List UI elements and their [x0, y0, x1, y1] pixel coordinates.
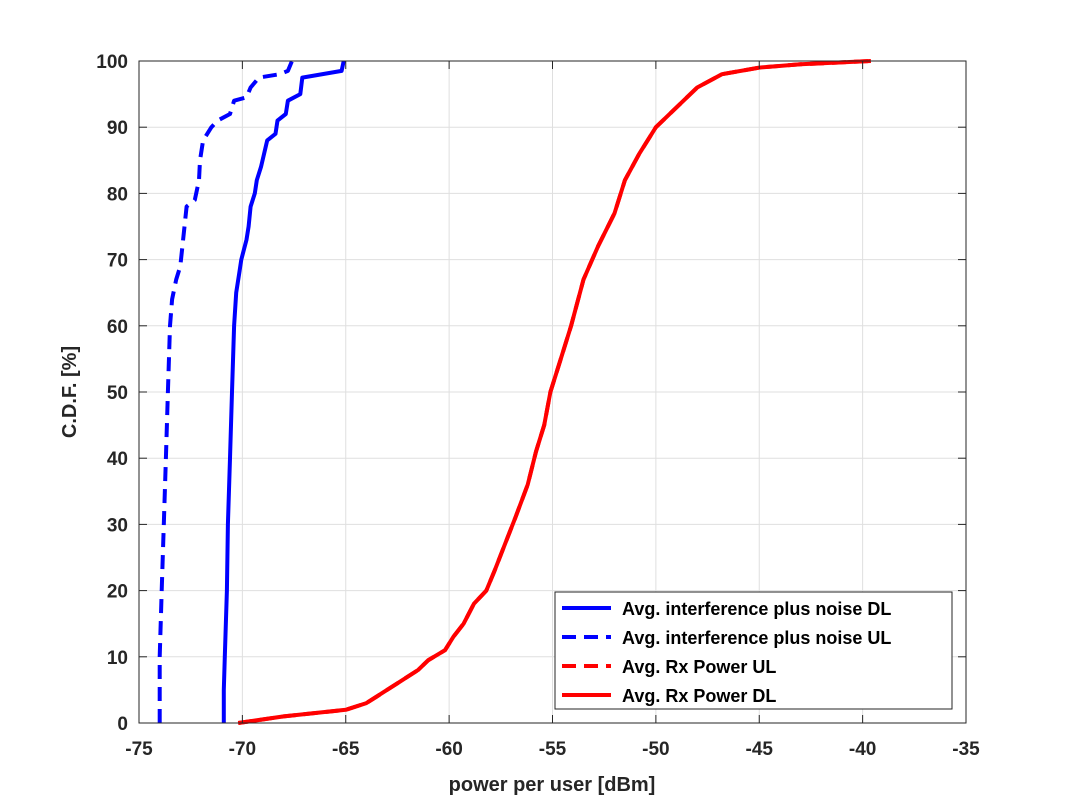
y-tick-label: 90 [107, 118, 128, 139]
legend-label-1: Avg. interference plus noise UL [622, 628, 891, 648]
x-tick-label: -35 [952, 739, 980, 760]
tick-labels: -75 -70 -65 -60 -55 -50 -45 -40 -35 0 10 20 30 40 50 60… [96, 52, 980, 760]
y-tick-label: 60 [107, 317, 128, 338]
x-tick-label: -50 [642, 739, 669, 760]
legend-box [554, 591, 953, 710]
y-tick-label: 80 [107, 184, 128, 205]
y-tick-label: 100 [96, 52, 128, 73]
x-tick-label: -45 [746, 739, 774, 760]
x-axis-title: power per user [dBm] [449, 774, 656, 796]
x-tick-label: -75 [125, 739, 153, 760]
x-tick-label: -65 [332, 739, 360, 760]
y-tick-label: 20 [107, 582, 128, 603]
y-tick-label: 50 [107, 383, 128, 404]
legend-label-0: Avg. interference plus noise DL [622, 599, 891, 619]
y-tick-label: 0 [117, 714, 128, 735]
series-lines [157, 59, 871, 725]
legend-label-2: Avg. Rx Power UL [622, 657, 776, 677]
legend-label-3: Avg. Rx Power DL [622, 686, 776, 706]
series-line-0 [221, 60, 346, 723]
y-axis-title: C.D.F. [%] [59, 346, 81, 438]
y-tick-label: 10 [107, 648, 128, 669]
y-tick-label: 30 [107, 515, 128, 536]
series-line-3 [237, 59, 871, 725]
x-tick-label: -55 [539, 739, 567, 760]
y-tick-label: 40 [107, 449, 128, 470]
x-tick-label: -60 [435, 739, 462, 760]
y-tick-label: 70 [107, 251, 128, 272]
series-line-1 [157, 60, 294, 723]
x-tick-label: -70 [229, 739, 256, 760]
x-tick-label: -40 [849, 739, 876, 760]
ticks [138, 60, 967, 724]
legend: Avg. interference plus noise DL Avg. inte… [554, 591, 953, 710]
